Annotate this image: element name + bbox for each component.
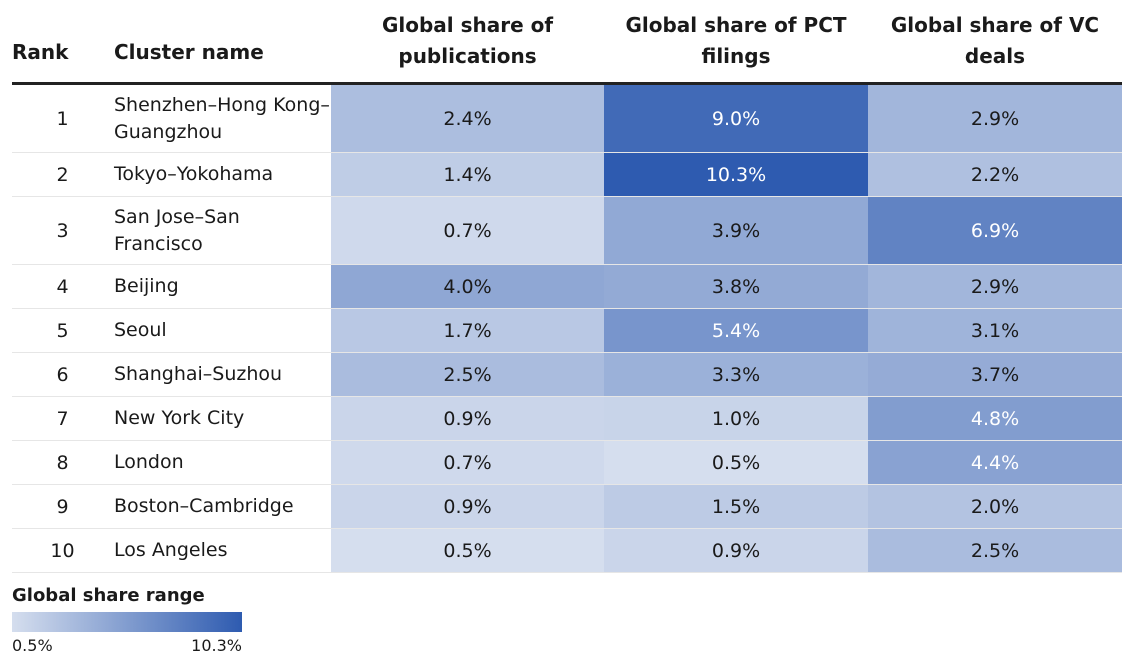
table-row: 6 Shanghai–Suzhou 2.5% 3.3% 3.7% — [12, 353, 1122, 397]
table-row: 8 London 0.7% 0.5% 4.4% — [12, 441, 1122, 485]
cluster-name-cell: San Jose–San Francisco — [114, 205, 240, 255]
rank-cell: 10 — [50, 539, 75, 562]
table-body: 1 Shenzhen–Hong Kong–Guangzhou 2.4% 9.0% 2.9… — [12, 85, 1122, 573]
heat-cell-vc-deals: 3.7% — [868, 353, 1122, 396]
header-cluster-name: Cluster name — [114, 40, 264, 64]
rank-cell: 1 — [56, 107, 69, 130]
heat-cell-publications: 1.7% — [331, 309, 604, 352]
cluster-name-cell: Shanghai–Suzhou — [114, 363, 283, 385]
heat-cell-pct-filings: 0.5% — [604, 441, 868, 484]
cluster-name-cell: Beijing — [114, 275, 179, 297]
legend-max-label: 10.3% — [191, 636, 242, 655]
heat-cell-vc-deals: 4.8% — [868, 397, 1122, 440]
cluster-name-cell: Los Angeles — [114, 539, 228, 561]
rank-cell: 8 — [56, 451, 69, 474]
heat-cell-vc-deals: 2.2% — [868, 153, 1122, 196]
table-row: 1 Shenzhen–Hong Kong–Guangzhou 2.4% 9.0% 2.9… — [12, 85, 1122, 153]
heat-cell-vc-deals: 2.5% — [868, 529, 1122, 572]
rank-cell: 4 — [56, 275, 69, 298]
heat-cell-pct-filings: 5.4% — [604, 309, 868, 352]
header-pct-filings: Global share of PCT filings — [625, 13, 847, 68]
heat-cell-publications: 0.9% — [331, 485, 604, 528]
rank-cell: 2 — [56, 163, 69, 186]
heat-cell-pct-filings: 0.9% — [604, 529, 868, 572]
rank-cell: 3 — [56, 219, 69, 242]
cluster-name-cell: London — [114, 451, 184, 473]
heat-cell-publications: 0.5% — [331, 529, 604, 572]
legend-gradient-bar — [12, 612, 242, 632]
heatmap-table: Rank Cluster name Global share of public… — [12, 0, 1122, 573]
heat-cell-publications: 4.0% — [331, 265, 604, 308]
heat-cell-pct-filings: 1.0% — [604, 397, 868, 440]
table-row: 10 Los Angeles 0.5% 0.9% 2.5% — [12, 529, 1122, 573]
heat-cell-publications: 0.7% — [331, 197, 604, 264]
rank-cell: 5 — [56, 319, 69, 342]
heat-cell-pct-filings: 10.3% — [604, 153, 868, 196]
heat-cell-vc-deals: 3.1% — [868, 309, 1122, 352]
heat-cell-pct-filings: 3.9% — [604, 197, 868, 264]
cluster-name-cell: Tokyo–Yokohama — [114, 163, 274, 185]
heat-cell-vc-deals: 2.0% — [868, 485, 1122, 528]
heat-cell-pct-filings: 1.5% — [604, 485, 868, 528]
table-row: 2 Tokyo–Yokohama 1.4% 10.3% 2.2% — [12, 153, 1122, 197]
legend: Global share range 0.5% 10.3% — [12, 582, 312, 655]
cluster-name-cell: Seoul — [114, 319, 167, 341]
heat-cell-publications: 2.4% — [331, 85, 604, 152]
table-row: 5 Seoul 1.7% 5.4% 3.1% — [12, 309, 1122, 353]
heat-cell-vc-deals: 6.9% — [868, 197, 1122, 264]
cluster-name-cell: Boston–Cambridge — [114, 495, 294, 517]
heat-cell-pct-filings: 3.3% — [604, 353, 868, 396]
cluster-name-cell: Shenzhen–Hong Kong–Guangzhou — [114, 93, 330, 143]
table-row: 4 Beijing 4.0% 3.8% 2.9% — [12, 265, 1122, 309]
heat-cell-publications: 2.5% — [331, 353, 604, 396]
header-publications: Global share of publications — [381, 13, 554, 68]
legend-min-label: 0.5% — [12, 636, 53, 655]
rank-cell: 7 — [56, 407, 69, 430]
heat-cell-vc-deals: 2.9% — [868, 85, 1122, 152]
rank-cell: 6 — [56, 363, 69, 386]
heat-cell-vc-deals: 2.9% — [868, 265, 1122, 308]
heat-cell-pct-filings: 3.8% — [604, 265, 868, 308]
rank-cell: 9 — [56, 495, 69, 518]
cluster-name-cell: New York City — [114, 407, 245, 429]
legend-title: Global share range — [12, 585, 205, 606]
heat-cell-publications: 0.7% — [331, 441, 604, 484]
table-row: 9 Boston–Cambridge 0.9% 1.5% 2.0% — [12, 485, 1122, 529]
table-row: 3 San Jose–San Francisco 0.7% 3.9% 6.9% — [12, 197, 1122, 265]
heat-cell-publications: 1.4% — [331, 153, 604, 196]
heat-cell-publications: 0.9% — [331, 397, 604, 440]
table-header: Rank Cluster name Global share of public… — [12, 0, 1122, 85]
header-rank: Rank — [12, 40, 69, 64]
header-vc-deals: Global share of VC deals — [890, 13, 1100, 68]
heat-cell-pct-filings: 9.0% — [604, 85, 868, 152]
heat-cell-vc-deals: 4.4% — [868, 441, 1122, 484]
table-row: 7 New York City 0.9% 1.0% 4.8% — [12, 397, 1122, 441]
